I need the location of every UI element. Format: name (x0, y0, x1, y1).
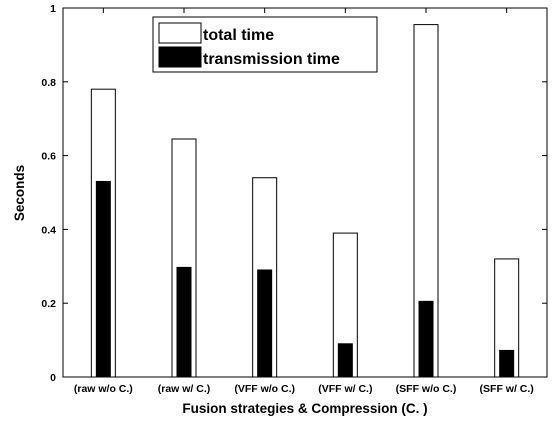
bar-transmission-time-raw-w-c (176, 266, 192, 378)
x-tick-label-vff-w-o-c: (VFF w/o C.) (234, 383, 295, 395)
bar-transmission-time-raw-w-o-c (95, 180, 111, 378)
y-tick-label: 0 (50, 372, 56, 384)
y-tick-label: 0.4 (41, 224, 56, 236)
x-axis-ticks: (raw w/o C.) (raw w/ C.) (VFF w/o C.) (VFF … (74, 8, 534, 395)
y-tick-label: 1 (50, 3, 56, 15)
legend-label-transmission-time: transmission time (203, 51, 340, 68)
y-tick-label: 0.8 (41, 77, 56, 89)
legend-swatch-total-time (158, 22, 202, 44)
x-tick-label-raw-w-o-c: (raw w/o C.) (74, 383, 133, 395)
plot-frame (62, 7, 548, 378)
bar-transmission-time-sff-w-o-c (418, 300, 434, 378)
x-tick-label-raw-w-c: (raw w/ C.) (158, 383, 211, 395)
x-tick-label-sff-w-o-c: (SFF w/o C.) (396, 383, 457, 395)
bar-transmission-time-vff-w-o-c (257, 269, 273, 378)
y-tick-label: 0.2 (41, 298, 56, 310)
legend-label-total-time: total time (203, 27, 274, 44)
y-axis-title: Seconds (12, 165, 27, 221)
y-tick-label: 0.6 (41, 151, 56, 163)
x-tick-label-vff-w-c: (VFF w/ C.) (318, 383, 372, 395)
legend-swatch-transmission-time (158, 46, 202, 68)
x-axis-title: Fusion strategies & Compression (C. ) (182, 401, 427, 416)
legend: total time transmission time (152, 16, 378, 73)
x-tick-label-sff-w-c: (SFF w/ C.) (480, 383, 534, 395)
y-axis-ticks: 0 0.2 0.4 0.6 0.8 1 (41, 3, 547, 384)
